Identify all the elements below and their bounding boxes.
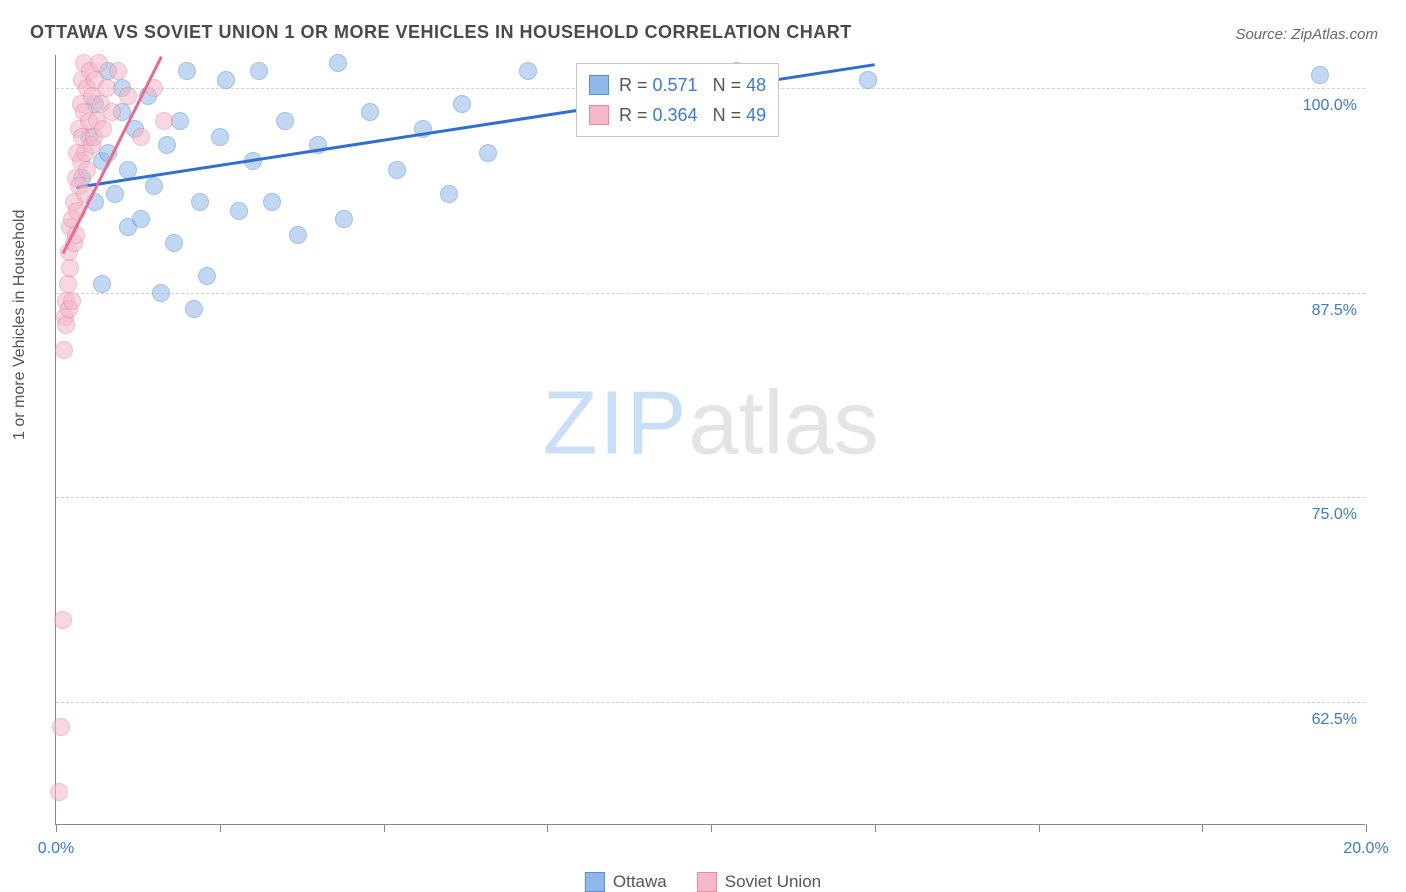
x-tick — [547, 824, 548, 832]
data-point — [440, 185, 458, 203]
legend-swatch — [589, 75, 609, 95]
chart-title: OTTAWA VS SOVIET UNION 1 OR MORE VEHICLE… — [30, 22, 852, 43]
chart-container: OTTAWA VS SOVIET UNION 1 OR MORE VEHICLE… — [0, 0, 1406, 892]
y-tick-label: 87.5% — [1312, 302, 1357, 320]
data-point — [52, 718, 70, 736]
data-point — [388, 161, 406, 179]
data-point — [1311, 66, 1329, 84]
data-point — [59, 275, 77, 293]
data-point — [98, 79, 116, 97]
data-point — [171, 112, 189, 130]
data-point — [54, 611, 72, 629]
x-tick-label: 20.0% — [1343, 840, 1388, 858]
x-tick — [1039, 824, 1040, 832]
data-point — [78, 161, 96, 179]
watermark-atlas: atlas — [688, 374, 878, 474]
legend-item-ottawa: Ottawa — [585, 872, 667, 892]
data-point — [50, 783, 68, 801]
legend-swatch — [589, 105, 609, 125]
data-point — [55, 341, 73, 359]
data-point — [63, 292, 81, 310]
data-point — [217, 71, 235, 89]
data-point — [106, 185, 124, 203]
source-attribution: Source: ZipAtlas.com — [1235, 26, 1378, 43]
y-tick-label: 100.0% — [1303, 97, 1357, 115]
x-tick — [1202, 824, 1203, 832]
data-point — [152, 284, 170, 302]
gridline — [56, 497, 1365, 498]
data-point — [289, 226, 307, 244]
gridline — [56, 702, 1365, 703]
data-point — [145, 177, 163, 195]
x-tick — [711, 824, 712, 832]
y-tick-label: 75.0% — [1312, 506, 1357, 524]
legend-item-soviet: Soviet Union — [697, 872, 821, 892]
data-point — [453, 95, 471, 113]
data-point — [119, 87, 137, 105]
data-point — [93, 275, 111, 293]
y-tick-label: 62.5% — [1312, 711, 1357, 729]
data-point — [132, 128, 150, 146]
data-point — [61, 259, 79, 277]
data-point — [276, 112, 294, 130]
watermark-zip: ZIP — [542, 374, 688, 474]
data-point — [103, 103, 121, 121]
data-point — [263, 193, 281, 211]
data-point — [230, 202, 248, 220]
swatch-ottawa — [585, 872, 605, 892]
data-point — [198, 267, 216, 285]
watermark: ZIPatlas — [542, 373, 878, 476]
x-tick-label: 0.0% — [38, 840, 74, 858]
data-point — [158, 136, 176, 154]
data-point — [335, 210, 353, 228]
data-point — [329, 54, 347, 72]
data-point — [178, 62, 196, 80]
x-tick — [220, 824, 221, 832]
x-tick — [384, 824, 385, 832]
data-point — [519, 62, 537, 80]
data-point — [859, 71, 877, 89]
data-point — [250, 62, 268, 80]
plot-area: ZIPatlas 62.5%75.0%87.5%100.0%0.0%20.0%R… — [55, 55, 1365, 825]
legend-label-soviet: Soviet Union — [725, 872, 821, 892]
data-point — [155, 112, 173, 130]
data-point — [211, 128, 229, 146]
data-point — [94, 120, 112, 138]
data-point — [132, 210, 150, 228]
swatch-soviet — [697, 872, 717, 892]
data-point — [361, 103, 379, 121]
data-point — [57, 316, 75, 334]
data-point — [185, 300, 203, 318]
data-point — [479, 144, 497, 162]
data-point — [191, 193, 209, 211]
legend-label-ottawa: Ottawa — [613, 872, 667, 892]
x-tick — [56, 824, 57, 832]
data-point — [165, 234, 183, 252]
data-point — [109, 62, 127, 80]
stats-legend-row: R = 0.571 N = 48 — [589, 70, 766, 100]
stats-legend: R = 0.571 N = 48R = 0.364 N = 49 — [576, 63, 779, 137]
y-axis-label: 1 or more Vehicles in Household — [11, 210, 29, 440]
x-tick — [1366, 824, 1367, 832]
x-tick — [875, 824, 876, 832]
gridline — [56, 293, 1365, 294]
stats-legend-row: R = 0.364 N = 49 — [589, 100, 766, 130]
data-point — [90, 54, 108, 72]
series-legend: Ottawa Soviet Union — [585, 872, 821, 892]
